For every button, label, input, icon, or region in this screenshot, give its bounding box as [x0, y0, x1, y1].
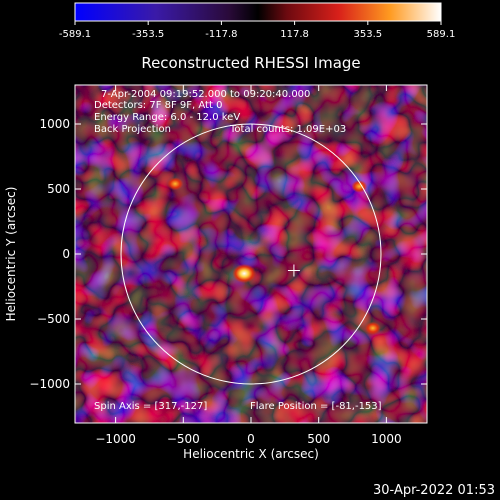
info-detectors: Detectors: 7F 8F 9F, Att 0 [94, 100, 222, 111]
y-axis-ticks: −1000 −500 0 500 1000 [29, 117, 427, 391]
info-energy: Energy Range: 6.0 - 12.0 keV [94, 112, 240, 123]
y-tick-label: −500 [37, 312, 70, 326]
x-tick-label: 1000 [371, 432, 402, 446]
image-area [75, 85, 427, 423]
colorbar-tick-label: -353.5 [132, 29, 164, 40]
y-tick-label: −1000 [29, 377, 70, 391]
colorbar-tick-label: -589.1 [59, 29, 91, 40]
x-tick-label: 0 [247, 432, 255, 446]
spin-axis-marker [287, 264, 300, 277]
bright-source [232, 263, 257, 284]
y-tick-label: 1000 [39, 117, 70, 131]
colorbar-tick-label: -117.8 [205, 29, 237, 40]
solar-limb [120, 123, 382, 385]
x-tick-label: 500 [307, 432, 330, 446]
x-tick-label: −500 [167, 432, 200, 446]
bright-source [167, 177, 184, 191]
spin-axis-label: Spin Axis = [317,-127] [94, 401, 207, 412]
chart-title: Reconstructed RHESSI Image [141, 54, 360, 72]
info-counts: Total counts: 1.09E+03 [229, 124, 346, 135]
y-axis-label: Heliocentric Y (arcsec) [4, 187, 18, 322]
x-axis-ticks: −1000 −500 0 500 1000 [95, 85, 402, 446]
colorbar-ticks: -589.1 -353.5 -117.8 117.8 353.5 589.1 [59, 21, 455, 40]
info-method: Back Projection [94, 124, 171, 135]
x-tick-label: −1000 [95, 432, 136, 446]
y-tick-label: 500 [47, 182, 70, 196]
colorbar-tick-label: 353.5 [353, 29, 382, 40]
bright-source [351, 180, 368, 193]
bright-source [364, 321, 381, 335]
colorbar-tick-label: 117.8 [280, 29, 309, 40]
colorbar [74, 2, 442, 22]
colorbar-tick-label: 589.1 [427, 29, 456, 40]
timestamp: 30-Apr-2022 01:53 [373, 483, 495, 498]
x-axis-label: Heliocentric X (arcsec) [183, 447, 319, 461]
y-tick-label: 0 [62, 247, 70, 261]
flare-position-label: Flare Position = [-81,-153] [250, 401, 382, 412]
info-time: 7-Apr-2004 09:19:52.000 to 09:20:40.000 [101, 89, 310, 100]
